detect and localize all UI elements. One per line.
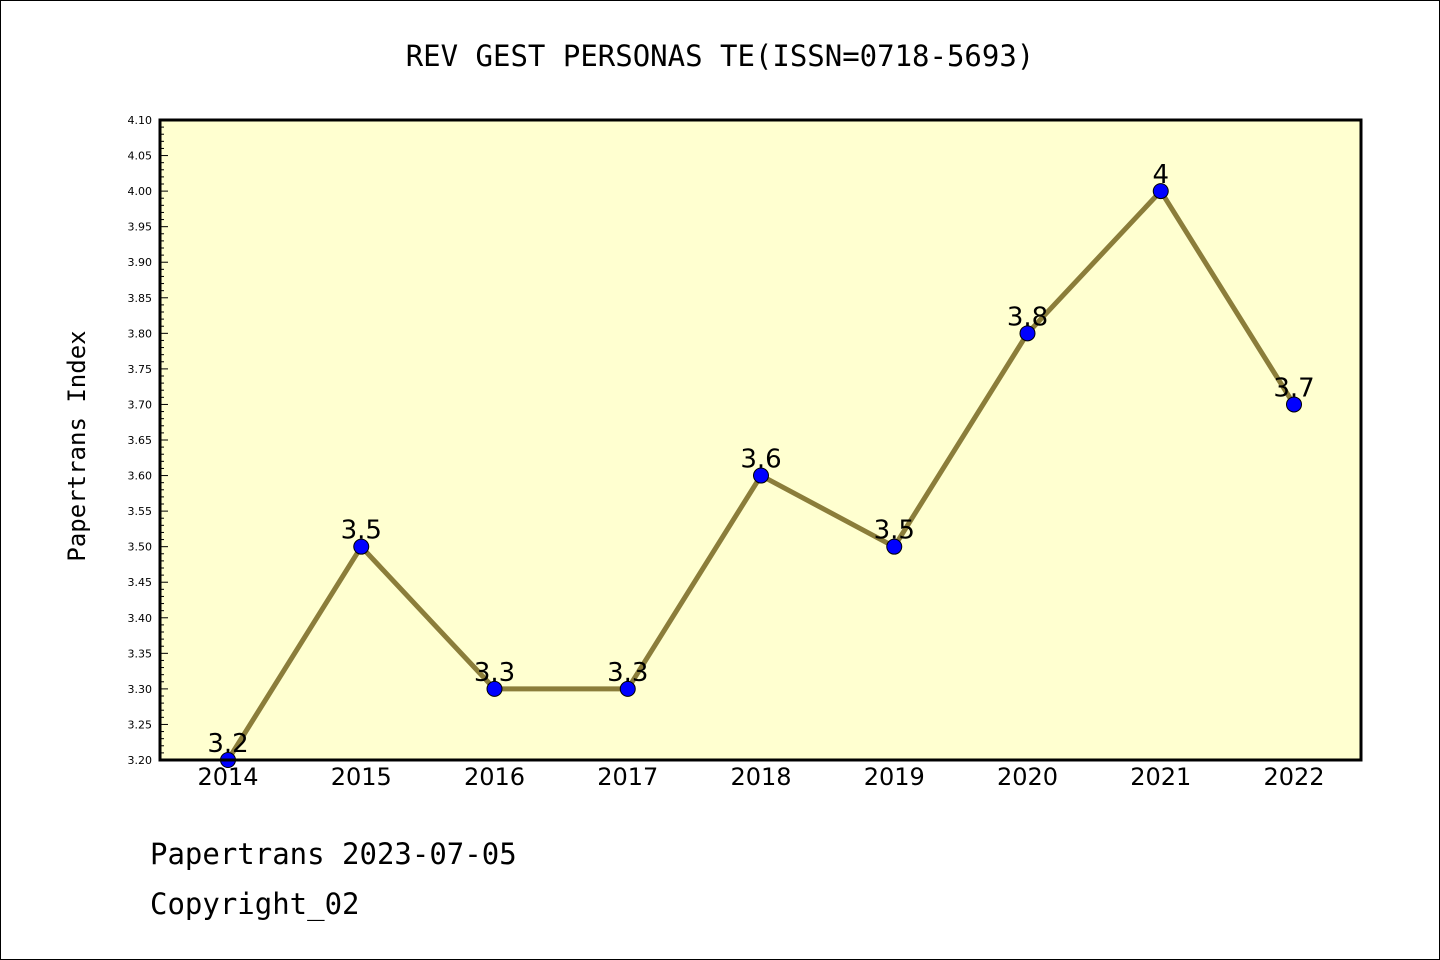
y-tick-label: 3.30 — [128, 683, 153, 696]
y-tick-label: 3.70 — [128, 398, 153, 411]
data-point — [353, 538, 370, 555]
y-tick-label: 3.50 — [128, 541, 153, 554]
y-tick-label: 3.55 — [128, 505, 153, 518]
y-tick-label: 3.75 — [128, 363, 153, 376]
y-tick-label: 3.45 — [128, 576, 153, 589]
plot-border — [158, 118, 1363, 762]
x-tick-label: 2018 — [730, 763, 791, 791]
y-tick-label: 3.20 — [128, 754, 153, 767]
y-tick-label: 3.95 — [128, 221, 153, 234]
data-point — [753, 467, 769, 484]
footer-copyright: Copyright_02 — [150, 887, 360, 922]
y-tick-label: 3.65 — [128, 434, 153, 447]
data-label: 3.3 — [607, 658, 648, 688]
series-line-group: 3.2 3.5 3.3 3.3 3.6 3.5 3.8 4 3.7 — [207, 160, 1315, 768]
x-tick-label: 2020 — [997, 763, 1058, 791]
x-tick-label: 2016 — [464, 763, 525, 791]
y-tick-label: 3.80 — [128, 327, 153, 340]
data-point — [1019, 325, 1036, 342]
y-tick-label: 3.60 — [128, 470, 153, 483]
data-point — [1152, 183, 1169, 200]
data-label: 3.5 — [341, 516, 382, 546]
y-tick-label: 3.85 — [128, 292, 153, 305]
y-tick-label: 3.90 — [128, 256, 153, 269]
footer-date: Papertrans 2023-07-05 — [150, 837, 517, 871]
data-label: 3.5 — [874, 516, 915, 546]
data-label: 3.3 — [474, 658, 515, 688]
data-point — [619, 680, 636, 697]
data-point — [1286, 396, 1302, 413]
data-label: 3.6 — [740, 445, 781, 475]
chart-title: REV GEST PERSONAS TE(ISSN=0718-5693) — [406, 39, 1035, 73]
x-tick-label: 2021 — [1130, 763, 1191, 791]
y-tick-label: 3.35 — [128, 647, 153, 660]
x-tick-label: 2022 — [1263, 763, 1324, 791]
plot-area — [160, 120, 1361, 760]
y-axis-label: Papertrans Index — [63, 330, 91, 561]
data-label: 3.7 — [1273, 373, 1314, 403]
data-point — [886, 538, 903, 555]
data-label: 4 — [1152, 160, 1169, 190]
y-tick-label: 3.40 — [128, 612, 153, 625]
y-tick-label: 4.05 — [128, 150, 153, 163]
y-tick-label: 4.00 — [128, 185, 153, 198]
x-axis-ticks: 2014 2015 2016 2017 2018 2019 2020 2021 2022 — [197, 763, 1324, 791]
y-tick-label: 4.10 — [128, 114, 153, 127]
data-label: 3.2 — [207, 729, 248, 759]
y-tick-label: 3.25 — [128, 718, 153, 731]
data-label: 3.8 — [1007, 302, 1048, 332]
data-point — [486, 680, 503, 697]
y-axis-ticks: 3.20 3.25 3.30 3.35 3.40 3.45 3.50 3.55 3.60 3.65… — [128, 114, 168, 767]
x-tick-label: 2017 — [597, 763, 658, 791]
x-tick-label: 2015 — [331, 763, 392, 791]
x-tick-label: 2019 — [864, 763, 925, 791]
